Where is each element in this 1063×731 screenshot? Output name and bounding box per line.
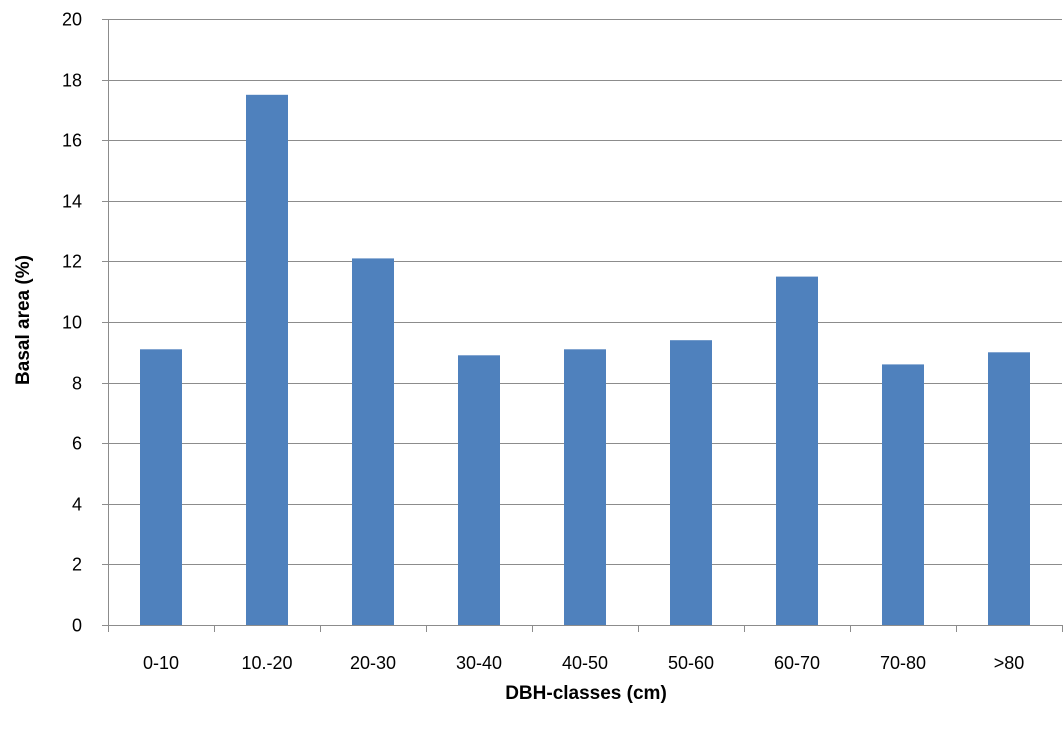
bar [458,355,500,625]
bar [670,340,712,625]
bars [140,94,1030,626]
axes [102,19,1063,632]
x-tick-label: 10.-20 [241,653,292,673]
y-tick-label: 6 [72,434,82,454]
x-tick-label: 30-40 [456,653,502,673]
y-axis-title: Basal area (%) [13,255,34,385]
x-tick-label: 70-80 [880,653,926,673]
x-tick-label: 50-60 [668,653,714,673]
bar [776,276,818,625]
x-tick-label: 60-70 [774,653,820,673]
y-tick-label: 14 [62,192,82,212]
y-tick-label: 2 [72,555,82,575]
bar [246,94,288,626]
bar [882,364,924,625]
x-tick-label: >80 [994,653,1025,673]
x-tick-label: 40-50 [562,653,608,673]
bar [564,349,606,625]
y-tick-label: 4 [72,495,82,515]
x-tick-label: 20-30 [350,653,396,673]
y-tick-label: 16 [62,131,82,151]
y-tick-label: 10 [62,313,82,333]
y-tick-label: 0 [72,616,82,636]
y-tick-label: 8 [72,374,82,394]
bar [352,258,394,625]
bar [140,349,182,625]
y-tick-label: 18 [62,71,82,91]
y-tick-label: 20 [62,10,82,30]
bar [988,352,1030,625]
x-axis-title: DBH-classes (cm) [505,683,667,704]
y-tick-label: 12 [62,252,82,272]
x-tick-label: 0-10 [143,653,179,673]
tick-labels: 0 2 4 6 8 10 12 14 16 18 20 0-10 10.-20 20-30 30-40 40-… [62,10,1024,674]
